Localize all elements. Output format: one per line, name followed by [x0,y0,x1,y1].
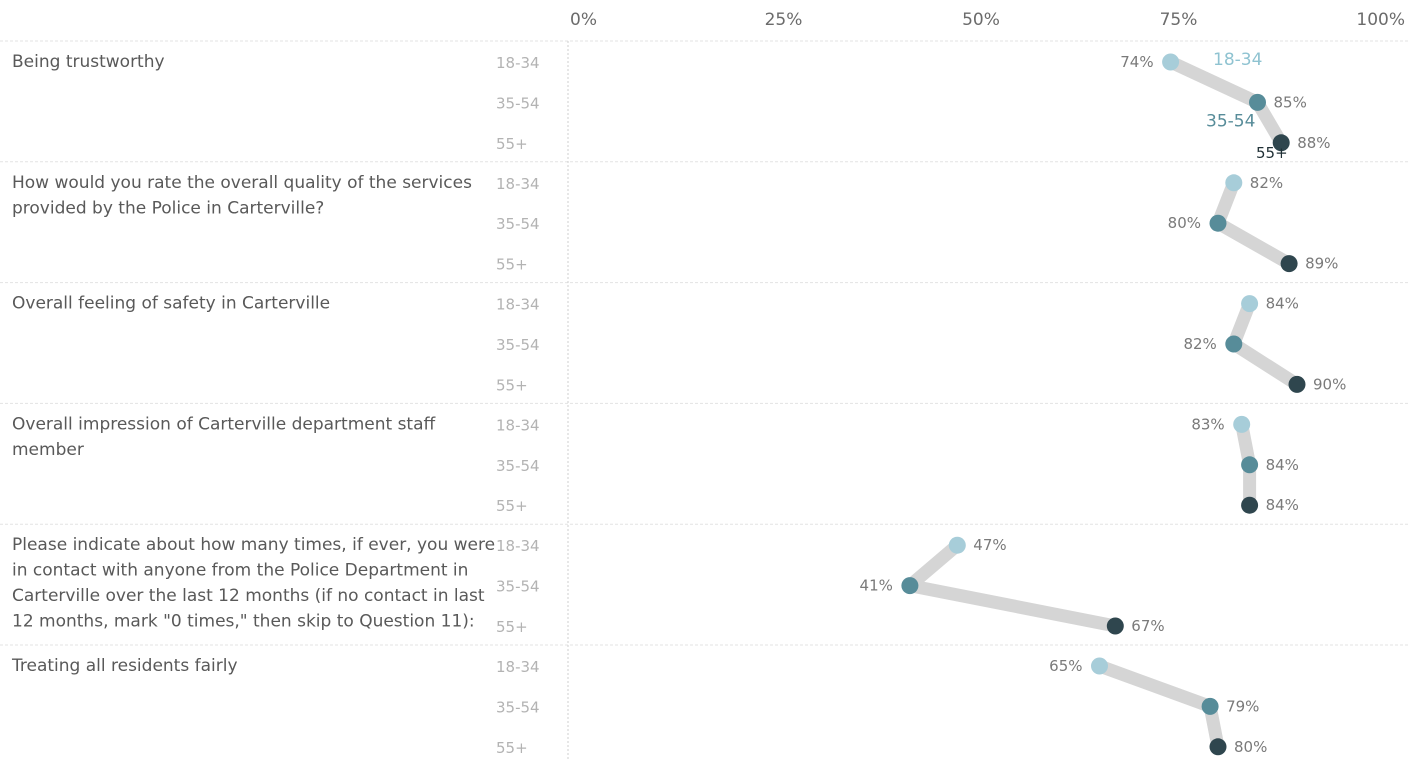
data-value-label: 79% [1226,697,1259,715]
age-group-label: 18-34 [496,54,540,72]
dot-connector [1093,659,1225,754]
data-point [1241,456,1259,474]
age-group-label: 55+ [496,739,528,757]
data-point [1106,617,1124,635]
age-group-label: 35-54 [496,578,540,596]
data-value-label: 82% [1183,335,1216,353]
axis-tick-label: 25% [765,10,803,30]
data-point [1280,255,1298,273]
data-value-label: 88% [1297,134,1330,152]
axis-tick-label: 100% [1356,10,1405,30]
question-label: Treating all residents fairly [11,656,238,676]
age-group-label: 18-34 [496,175,540,193]
question-label: in contact with anyone from the Police D… [12,561,468,581]
axis-tick-label: 75% [1160,10,1198,30]
data-point [1288,375,1306,393]
dot-connector [1227,297,1304,391]
data-point [1209,214,1227,232]
data-point [1233,415,1251,433]
data-point [1225,174,1243,192]
data-point [901,577,919,595]
axis-tick-label: 0% [570,10,597,30]
dot-connector [1211,176,1296,271]
data-value-label: 80% [1234,738,1267,756]
data-value-label: 74% [1120,53,1153,71]
question-label: Overall impression of Carterville depart… [12,414,437,434]
data-value-label: 67% [1131,617,1164,635]
data-value-label: 47% [973,536,1006,554]
age-group-label: 18-34 [496,296,540,314]
question-label: Please indicate about how many times, if… [12,535,495,555]
legend-label: 55+ [1256,144,1288,162]
age-group-label: 18-34 [496,658,540,676]
age-group-label: 18-34 [496,416,540,434]
age-group-label: 35-54 [496,215,540,233]
data-value-label: 84% [1266,295,1299,313]
question-label: 12 months, mark "0 times," then skip to … [12,612,475,632]
data-point [1225,335,1243,353]
data-value-label: 83% [1191,415,1224,433]
data-point [1241,496,1259,514]
data-value-label: 82% [1250,174,1283,192]
age-group-label: 55+ [496,618,528,636]
data-value-label: 41% [860,577,893,595]
question-label: Being trustworthy [12,52,165,72]
age-group-label: 55+ [496,256,528,274]
age-group-label: 35-54 [496,457,540,475]
data-value-label: 80% [1168,214,1201,232]
question-label: member [12,440,84,460]
data-value-label: 89% [1305,255,1338,273]
data-point [1241,295,1259,313]
age-group-label: 35-54 [496,94,540,112]
data-point [1091,657,1108,675]
question-label: Overall feeling of safety in Carterville [12,294,330,314]
question-label: provided by the Police in Carterville? [12,198,324,218]
data-point [1209,738,1227,756]
data-point [1201,697,1219,715]
data-value-label: 90% [1313,375,1346,393]
data-value-label: 85% [1274,93,1307,111]
legend-label: 18-34 [1213,50,1262,70]
data-value-label: 65% [1049,657,1082,675]
age-group-label: 55+ [496,497,528,515]
data-point [948,536,966,554]
dot-connector [903,538,1122,633]
question-label: Carterville over the last 12 months (if … [12,586,485,606]
age-group-label: 55+ [496,376,528,394]
axis-tick-label: 50% [962,10,1000,30]
question-label: How would you rate the overall quality o… [12,173,472,193]
age-group-label: 35-54 [496,336,540,354]
data-point [1272,134,1290,152]
data-value-label: 84% [1266,496,1299,514]
data-point [1249,93,1266,111]
age-group-label: 18-34 [496,537,540,555]
age-group-label: 35-54 [496,698,540,716]
data-point [1162,53,1180,71]
data-value-label: 84% [1266,456,1299,474]
age-group-label: 55+ [496,135,528,153]
legend-label: 35-54 [1206,111,1255,131]
